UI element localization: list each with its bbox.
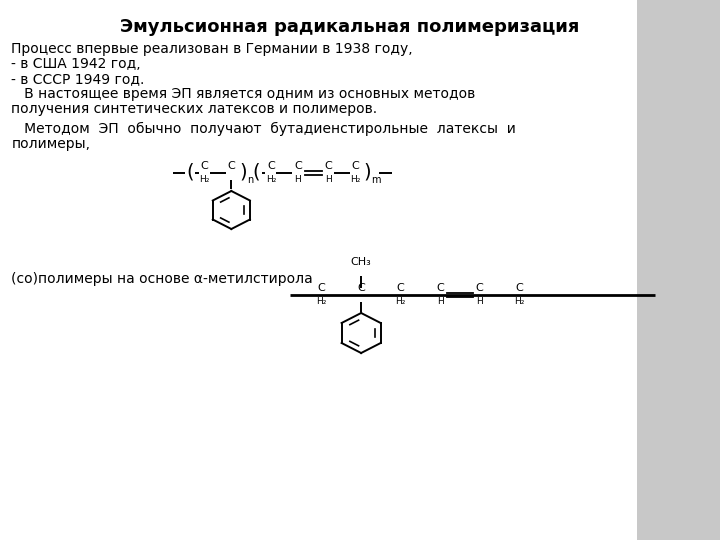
Text: (со)полимеры на основе α-метилстирола: (со)полимеры на основе α-метилстирола — [12, 272, 313, 286]
Text: C: C — [294, 161, 302, 171]
Text: C: C — [325, 161, 332, 171]
Text: C: C — [357, 283, 365, 293]
Text: m: m — [372, 175, 381, 185]
Text: - в США 1942 год,: - в США 1942 год, — [12, 57, 141, 71]
Text: C: C — [200, 161, 208, 171]
Text: В настоящее время ЭП является одним из основных методов: В настоящее время ЭП является одним из о… — [12, 87, 475, 101]
Text: H₂: H₂ — [351, 175, 361, 184]
Text: C: C — [436, 283, 444, 293]
Text: полимеры,: полимеры, — [12, 137, 90, 151]
Text: C: C — [228, 161, 235, 171]
Text: C: C — [318, 283, 325, 293]
Text: C: C — [516, 283, 523, 293]
Text: H₂: H₂ — [199, 175, 210, 184]
Text: ): ) — [364, 163, 371, 181]
Text: C: C — [267, 161, 275, 171]
Text: получения синтетических латексов и полимеров.: получения синтетических латексов и полим… — [12, 102, 377, 116]
Text: C: C — [397, 283, 405, 293]
Text: (: ( — [253, 163, 261, 181]
Text: C: C — [351, 161, 359, 171]
Text: H₂: H₂ — [317, 297, 327, 306]
Text: C: C — [476, 283, 484, 293]
Text: H: H — [476, 297, 483, 306]
Text: (: ( — [186, 163, 194, 181]
Text: Методом  ЭП  обычно  получают  бутадиенстирольные  латексы  и: Методом ЭП обычно получают бутадиенстиро… — [12, 122, 516, 136]
Text: H: H — [325, 175, 332, 184]
Text: H: H — [437, 297, 444, 306]
Text: H₂: H₂ — [266, 175, 276, 184]
Text: H₂: H₂ — [514, 297, 524, 306]
Text: H₂: H₂ — [395, 297, 406, 306]
Text: ): ) — [239, 163, 247, 181]
Text: CH₃: CH₃ — [351, 257, 372, 267]
Text: n: n — [247, 175, 253, 185]
Text: Эмульсионная радикальная полимеризация: Эмульсионная радикальная полимеризация — [120, 18, 580, 36]
Text: Процесс впервые реализован в Германии в 1938 году,: Процесс впервые реализован в Германии в … — [12, 42, 413, 56]
Text: - в СССР 1949 год.: - в СССР 1949 год. — [12, 72, 145, 86]
FancyBboxPatch shape — [0, 0, 637, 540]
Text: H: H — [294, 175, 301, 184]
